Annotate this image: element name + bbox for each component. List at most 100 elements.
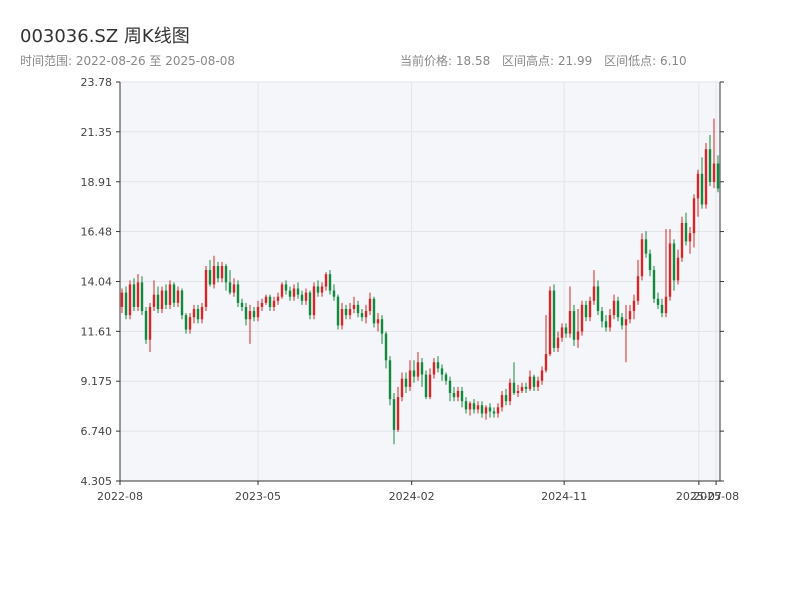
candle [188,313,192,334]
candle-body [400,378,404,398]
candle [528,370,532,391]
candle [444,372,448,385]
candle-body [256,306,260,318]
candle [480,401,484,418]
candle [364,304,368,324]
candle [328,270,332,295]
candle [376,313,380,332]
range-low-label: 区间低点: 6.10 [604,54,687,68]
candle-body [532,376,536,387]
candle [616,296,620,322]
candle [576,309,580,348]
candle-body [380,319,384,334]
candle-body [440,368,444,375]
candle [140,276,144,316]
candle-body [564,327,568,334]
candle-body [692,198,696,234]
candle [636,259,640,305]
candle-body [208,270,212,285]
y-tick-label: 14.04 [81,276,113,289]
candle [292,284,296,301]
candle [588,296,592,322]
candle-body [324,274,328,287]
candle-body [120,292,124,307]
candle-body [704,149,708,205]
candle [264,294,268,305]
candle [392,393,396,445]
candle-body [184,315,188,330]
candle [288,286,292,301]
candle [584,300,588,322]
candle-body [316,286,320,293]
candle [248,304,252,344]
candle [120,288,124,314]
candle-body [408,370,412,387]
candle [488,403,492,418]
candle-body [340,309,344,326]
candle-body [384,333,388,361]
candle-body [484,407,488,414]
candle-body [528,376,532,389]
candle [272,296,276,312]
candle-body [508,382,512,402]
candle-body [288,290,292,297]
candle [456,386,460,402]
candle [712,118,716,189]
candle-body [156,294,160,310]
candle-body [196,309,200,320]
y-tick-label: 18.91 [81,176,113,189]
candle-body [676,257,680,281]
candle-body [404,378,408,387]
candle-body [172,284,176,303]
candle [556,331,560,353]
current-price-label: 当前价格: 18.58 [400,54,491,68]
candle-body [200,306,204,320]
candle [592,270,596,305]
candle [312,282,316,320]
candle [296,282,300,299]
y-tick-label: 21.35 [81,126,113,139]
candle-body [424,374,428,398]
candle [604,315,608,332]
candle-body [308,292,312,316]
candle [680,216,684,262]
candle-body [688,233,692,242]
candle [260,298,264,312]
candle [484,405,488,420]
candle-body [588,300,592,318]
candle [692,194,696,248]
candle [128,280,132,320]
candle [476,401,480,414]
candle-body [420,362,424,375]
candle-body [328,274,332,291]
candle [612,294,616,320]
candle [520,382,524,394]
candle-body [616,300,620,318]
candle-body [540,370,544,381]
candle-body [252,311,256,318]
candle-body [248,311,252,320]
candle-body [492,411,496,414]
candle [324,272,328,291]
x-tick-label: 2025-07 [676,490,722,503]
candle-body [232,284,236,293]
candle-body [520,386,524,391]
x-tick-label: 2024-11 [541,490,587,503]
candle [696,169,700,217]
candle [172,282,176,307]
candle [648,249,652,277]
candle-body [600,311,604,322]
candle [428,368,432,400]
candle-body [584,304,588,318]
candle-body [648,253,652,271]
candle-body [164,290,168,305]
candle-body [204,270,208,307]
candle [204,265,208,312]
candle [284,280,288,295]
candle-body [524,386,528,389]
candle-body [392,399,396,430]
candle-body [224,265,228,283]
candle-body [312,286,316,316]
candle-body [180,290,184,316]
